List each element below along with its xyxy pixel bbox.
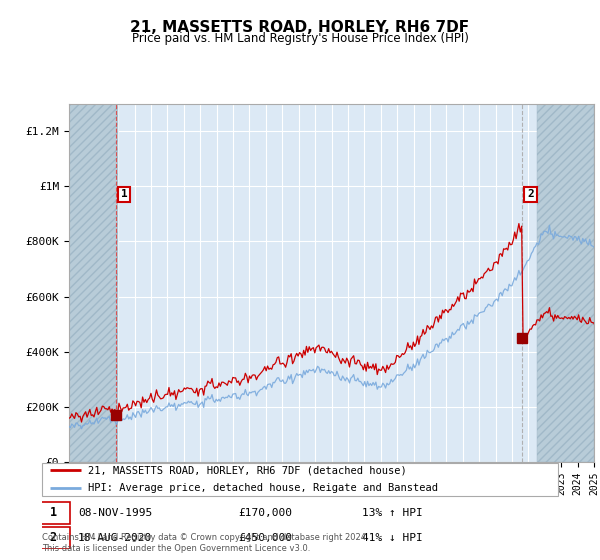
Text: £170,000: £170,000 (238, 507, 292, 517)
Text: 1: 1 (121, 189, 128, 199)
Text: £450,000: £450,000 (238, 533, 292, 543)
Text: 21, MASSETTS ROAD, HORLEY, RH6 7DF: 21, MASSETTS ROAD, HORLEY, RH6 7DF (130, 20, 470, 35)
Text: 1: 1 (50, 506, 57, 519)
Text: HPI: Average price, detached house, Reigate and Banstead: HPI: Average price, detached house, Reig… (88, 483, 439, 493)
Text: 2: 2 (527, 189, 534, 199)
Bar (69, 104, 118, 462)
Text: 41% ↓ HPI: 41% ↓ HPI (362, 533, 422, 543)
Text: 18-AUG-2020: 18-AUG-2020 (78, 533, 152, 543)
Text: Price paid vs. HM Land Registry's House Price Index (HPI): Price paid vs. HM Land Registry's House … (131, 32, 469, 45)
Text: Contains HM Land Registry data © Crown copyright and database right 2024.
This d: Contains HM Land Registry data © Crown c… (42, 533, 368, 553)
Text: 13% ↑ HPI: 13% ↑ HPI (362, 507, 422, 517)
FancyBboxPatch shape (37, 527, 70, 549)
Text: 21, MASSETTS ROAD, HORLEY, RH6 7DF (detached house): 21, MASSETTS ROAD, HORLEY, RH6 7DF (deta… (88, 465, 407, 475)
Text: 08-NOV-1995: 08-NOV-1995 (78, 507, 152, 517)
FancyBboxPatch shape (37, 502, 70, 524)
Bar (536, 104, 594, 462)
Text: 2: 2 (50, 531, 57, 544)
FancyBboxPatch shape (42, 463, 558, 496)
